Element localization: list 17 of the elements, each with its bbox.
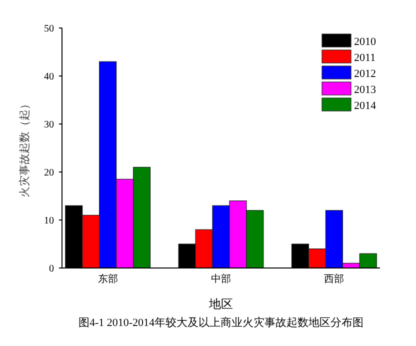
x-tick-label: 东部 xyxy=(98,273,118,285)
legend-label: 2014 xyxy=(354,100,376,112)
y-tick-label: 10 xyxy=(44,216,54,226)
y-tick-label: 20 xyxy=(44,168,54,178)
y-axis-title: 火灾事故起数（起） xyxy=(18,98,31,198)
y-tick-label: 50 xyxy=(44,24,54,34)
legend-label: 2010 xyxy=(354,36,376,48)
x-tick-label: 西部 xyxy=(324,273,344,285)
text: 图4-1 2010-2014年较大及以上商业火灾事故起数地区分布图 xyxy=(78,316,364,329)
legend-label: 2011 xyxy=(354,52,376,64)
legend-label: 2012 xyxy=(354,68,376,80)
y-tick-label: 30 xyxy=(44,120,54,130)
legend-label: 2013 xyxy=(354,84,376,96)
x-tick-label: 中部 xyxy=(211,273,231,285)
y-tick-label: 0 xyxy=(49,264,54,274)
y-tick-label: 40 xyxy=(44,72,54,82)
x-axis-title: 地区 xyxy=(208,297,233,311)
